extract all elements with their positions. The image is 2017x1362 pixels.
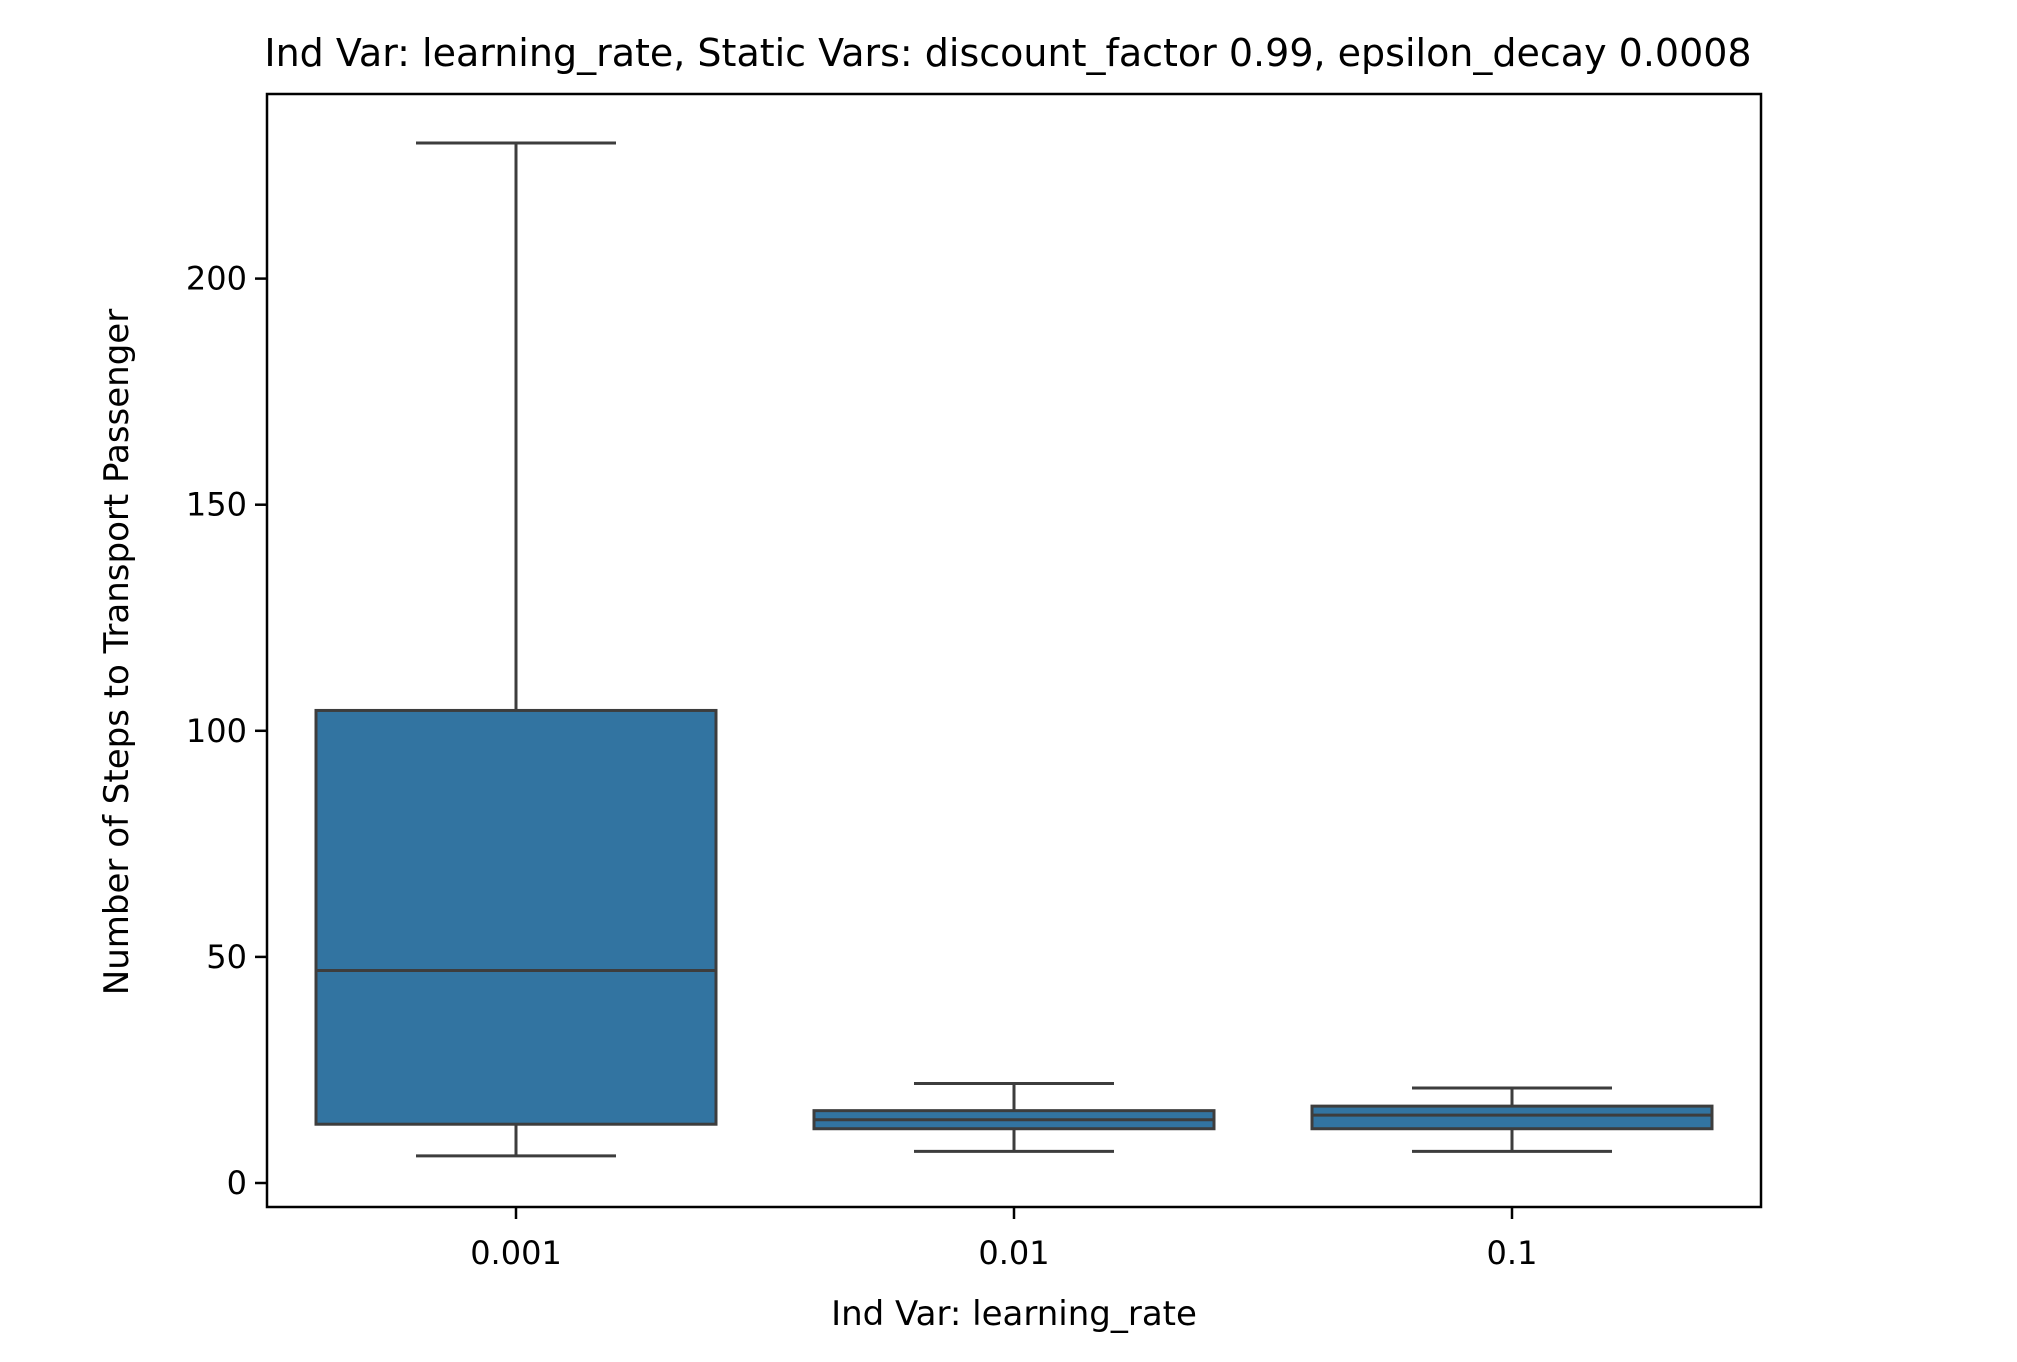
y-tick-label: 150 — [186, 486, 247, 524]
x-tick-label: 0.001 — [470, 1234, 562, 1272]
chart-title: Ind Var: learning_rate, Static Vars: dis… — [264, 31, 1751, 75]
x-axis-label: Ind Var: learning_rate — [831, 1294, 1197, 1334]
x-tick-label: 0.01 — [978, 1234, 1049, 1272]
y-tick-label: 0 — [227, 1164, 247, 1202]
x-axis-ticks: 0.001 0.01 0.1 — [470, 1207, 1537, 1272]
x-tick-label: 0.1 — [1487, 1234, 1538, 1272]
box-iqr — [314, 708, 718, 1126]
y-tick-label: 50 — [206, 938, 247, 976]
y-axis-label: Number of Steps to Transport Passenger — [97, 309, 137, 995]
boxes-layer — [314, 141, 1714, 1158]
box-group-0 — [314, 141, 718, 1158]
box-iqr — [1310, 1104, 1714, 1131]
y-tick-label: 200 — [186, 260, 247, 298]
plot-area-frame — [265, 92, 1763, 1209]
y-tick-label: 100 — [186, 712, 247, 750]
box-group-1 — [812, 1082, 1216, 1153]
y-axis-ticks: 0 50 100 150 200 — [186, 260, 267, 1202]
box-group-2 — [1310, 1086, 1714, 1153]
